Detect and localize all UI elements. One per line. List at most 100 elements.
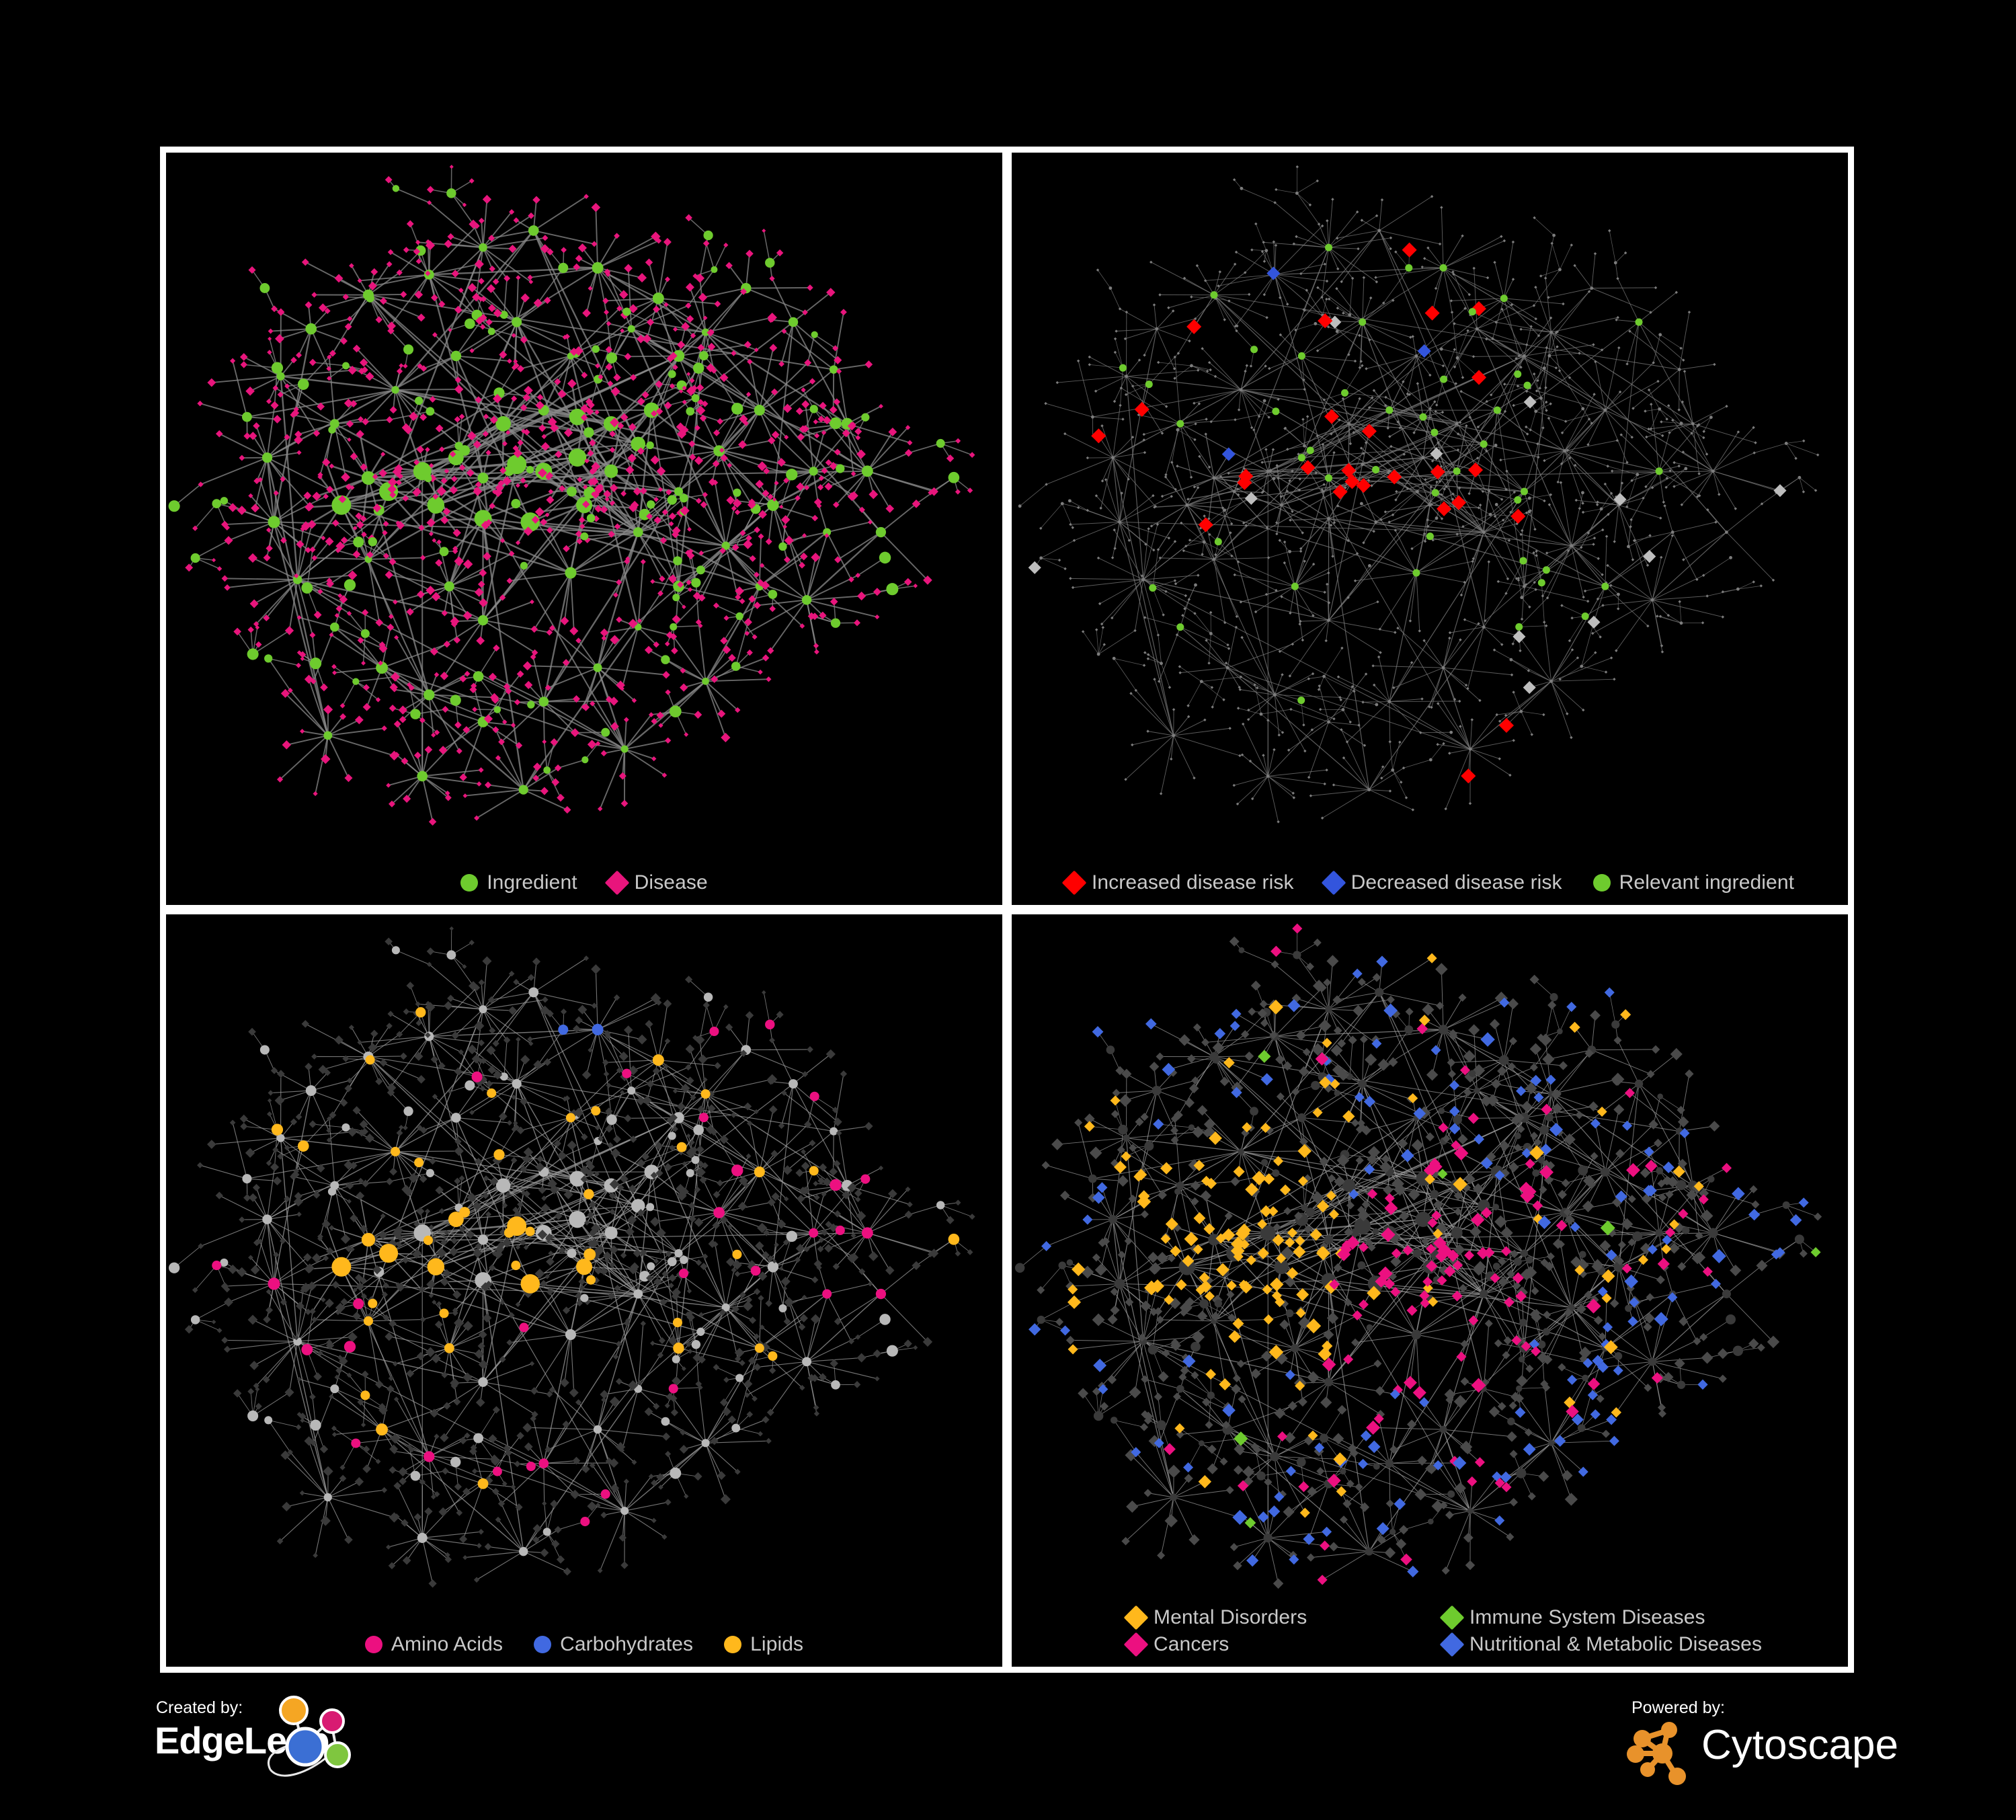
ingredient-node[interactable] <box>259 283 270 293</box>
ingredient-class-node[interactable] <box>439 1308 449 1318</box>
disease-class-node[interactable] <box>1418 1015 1430 1026</box>
disease-class-node[interactable] <box>1590 1118 1601 1129</box>
disease-node[interactable] <box>650 455 660 465</box>
disease-node[interactable] <box>620 328 624 333</box>
disease-node[interactable] <box>698 623 703 629</box>
relevant-ingredient-node[interactable] <box>1453 467 1461 475</box>
ingredient-node[interactable] <box>424 475 432 483</box>
ingredient-node[interactable] <box>673 580 684 592</box>
disease-node[interactable] <box>524 385 533 395</box>
disease-node[interactable] <box>721 732 731 743</box>
ingredient-class-node[interactable] <box>668 1384 678 1394</box>
disease-node[interactable] <box>296 352 303 358</box>
disease-node[interactable] <box>627 453 637 463</box>
disease-class-node[interactable] <box>1358 1299 1369 1310</box>
disease-node[interactable] <box>616 579 622 586</box>
disease-class-node[interactable] <box>1214 1027 1226 1039</box>
disease-class-node[interactable] <box>1711 1249 1726 1263</box>
disease-node[interactable] <box>348 570 358 580</box>
disease-class-node[interactable] <box>1453 1177 1467 1192</box>
disease-node[interactable] <box>388 614 394 619</box>
disease-node[interactable] <box>603 489 612 498</box>
disease-node[interactable] <box>684 732 689 737</box>
disease-node[interactable] <box>379 297 387 305</box>
disease-node[interactable] <box>658 723 663 728</box>
disease-node[interactable] <box>441 610 448 617</box>
disease-node[interactable] <box>575 255 583 262</box>
disease-node[interactable] <box>249 599 259 608</box>
disease-node[interactable] <box>268 328 274 334</box>
disease-node[interactable] <box>346 420 354 428</box>
disease-class-node[interactable] <box>1451 1140 1461 1151</box>
disease-node[interactable] <box>481 520 490 530</box>
disease-node[interactable] <box>341 472 350 482</box>
disease-node[interactable] <box>745 535 752 542</box>
neutral-risk-node[interactable] <box>1523 681 1536 695</box>
disease-node[interactable] <box>313 791 318 797</box>
disease-node[interactable] <box>444 790 450 796</box>
neutral-risk-node[interactable] <box>1430 447 1443 461</box>
disease-class-node[interactable] <box>1345 1235 1360 1250</box>
disease-node[interactable] <box>403 363 408 369</box>
disease-class-node[interactable] <box>1322 1357 1336 1372</box>
ingredient-node[interactable] <box>520 561 528 570</box>
disease-class-node[interactable] <box>1342 1110 1355 1123</box>
disease-node[interactable] <box>357 278 362 283</box>
relevant-ingredient-node[interactable] <box>1291 582 1299 590</box>
ingredient-node[interactable] <box>538 697 549 707</box>
disease-class-node[interactable] <box>1624 1274 1638 1289</box>
disease-node[interactable] <box>239 353 248 361</box>
disease-class-node[interactable] <box>1160 1162 1173 1175</box>
disease-node[interactable] <box>551 778 560 787</box>
disease-node[interactable] <box>969 452 975 458</box>
ingredient-class-node[interactable] <box>700 1089 711 1099</box>
ingredient-node[interactable] <box>830 417 842 430</box>
disease-class-node[interactable] <box>1092 1191 1105 1204</box>
relevant-ingredient-node[interactable] <box>1520 487 1528 496</box>
disease-class-node[interactable] <box>1697 1379 1708 1390</box>
disease-node[interactable] <box>676 422 685 432</box>
disease-class-node[interactable] <box>1229 1021 1240 1031</box>
disease-node[interactable] <box>430 294 438 302</box>
disease-node[interactable] <box>587 450 594 457</box>
disease-class-node[interactable] <box>1601 1269 1615 1283</box>
disease-node[interactable] <box>609 697 618 706</box>
disease-node[interactable] <box>280 688 290 699</box>
disease-class-node[interactable] <box>1336 1247 1351 1261</box>
disease-class-node[interactable] <box>1422 1276 1433 1287</box>
disease-node[interactable] <box>462 793 468 799</box>
ingredient-node[interactable] <box>686 407 695 416</box>
disease-node[interactable] <box>466 469 475 477</box>
disease-node[interactable] <box>512 444 519 452</box>
ingredient-node[interactable] <box>592 262 604 274</box>
disease-class-node[interactable] <box>1329 1279 1340 1290</box>
disease-class-node[interactable] <box>1476 1247 1490 1260</box>
neutral-risk-node[interactable] <box>1613 493 1627 506</box>
disease-node[interactable] <box>758 510 767 519</box>
disease-node[interactable] <box>414 290 424 299</box>
relevant-ingredient-node[interactable] <box>1542 566 1550 574</box>
legend-item[interactable]: Disease <box>604 870 708 896</box>
relevant-ingredient-node[interactable] <box>1655 467 1663 475</box>
ingredient-node[interactable] <box>672 350 685 362</box>
ingredient-node[interactable] <box>879 551 891 564</box>
disease-class-node[interactable] <box>1771 1249 1781 1260</box>
ingredient-class-node[interactable] <box>360 1390 370 1400</box>
disease-class-node[interactable] <box>1029 1323 1041 1336</box>
disease-node[interactable] <box>758 669 763 675</box>
disease-node[interactable] <box>739 530 746 537</box>
disease-class-node[interactable] <box>1647 1244 1658 1255</box>
disease-node[interactable] <box>608 530 615 538</box>
disease-class-node[interactable] <box>1133 1171 1144 1182</box>
disease-class-node[interactable] <box>1280 1184 1291 1195</box>
panel-ingredient-class-network[interactable]: Amino Acids Carbohydrates Lipids <box>166 914 1002 1667</box>
relevant-ingredient-node[interactable] <box>1210 291 1218 299</box>
ingredient-node[interactable] <box>487 327 495 335</box>
disease-class-node[interactable] <box>1237 1480 1249 1492</box>
disease-class-node[interactable] <box>1336 1486 1347 1497</box>
disease-node[interactable] <box>488 235 495 242</box>
ingredient-node[interactable] <box>503 466 514 476</box>
ingredient-node[interactable] <box>479 243 487 252</box>
disease-node[interactable] <box>795 495 801 502</box>
ingredient-node[interactable] <box>861 413 870 422</box>
